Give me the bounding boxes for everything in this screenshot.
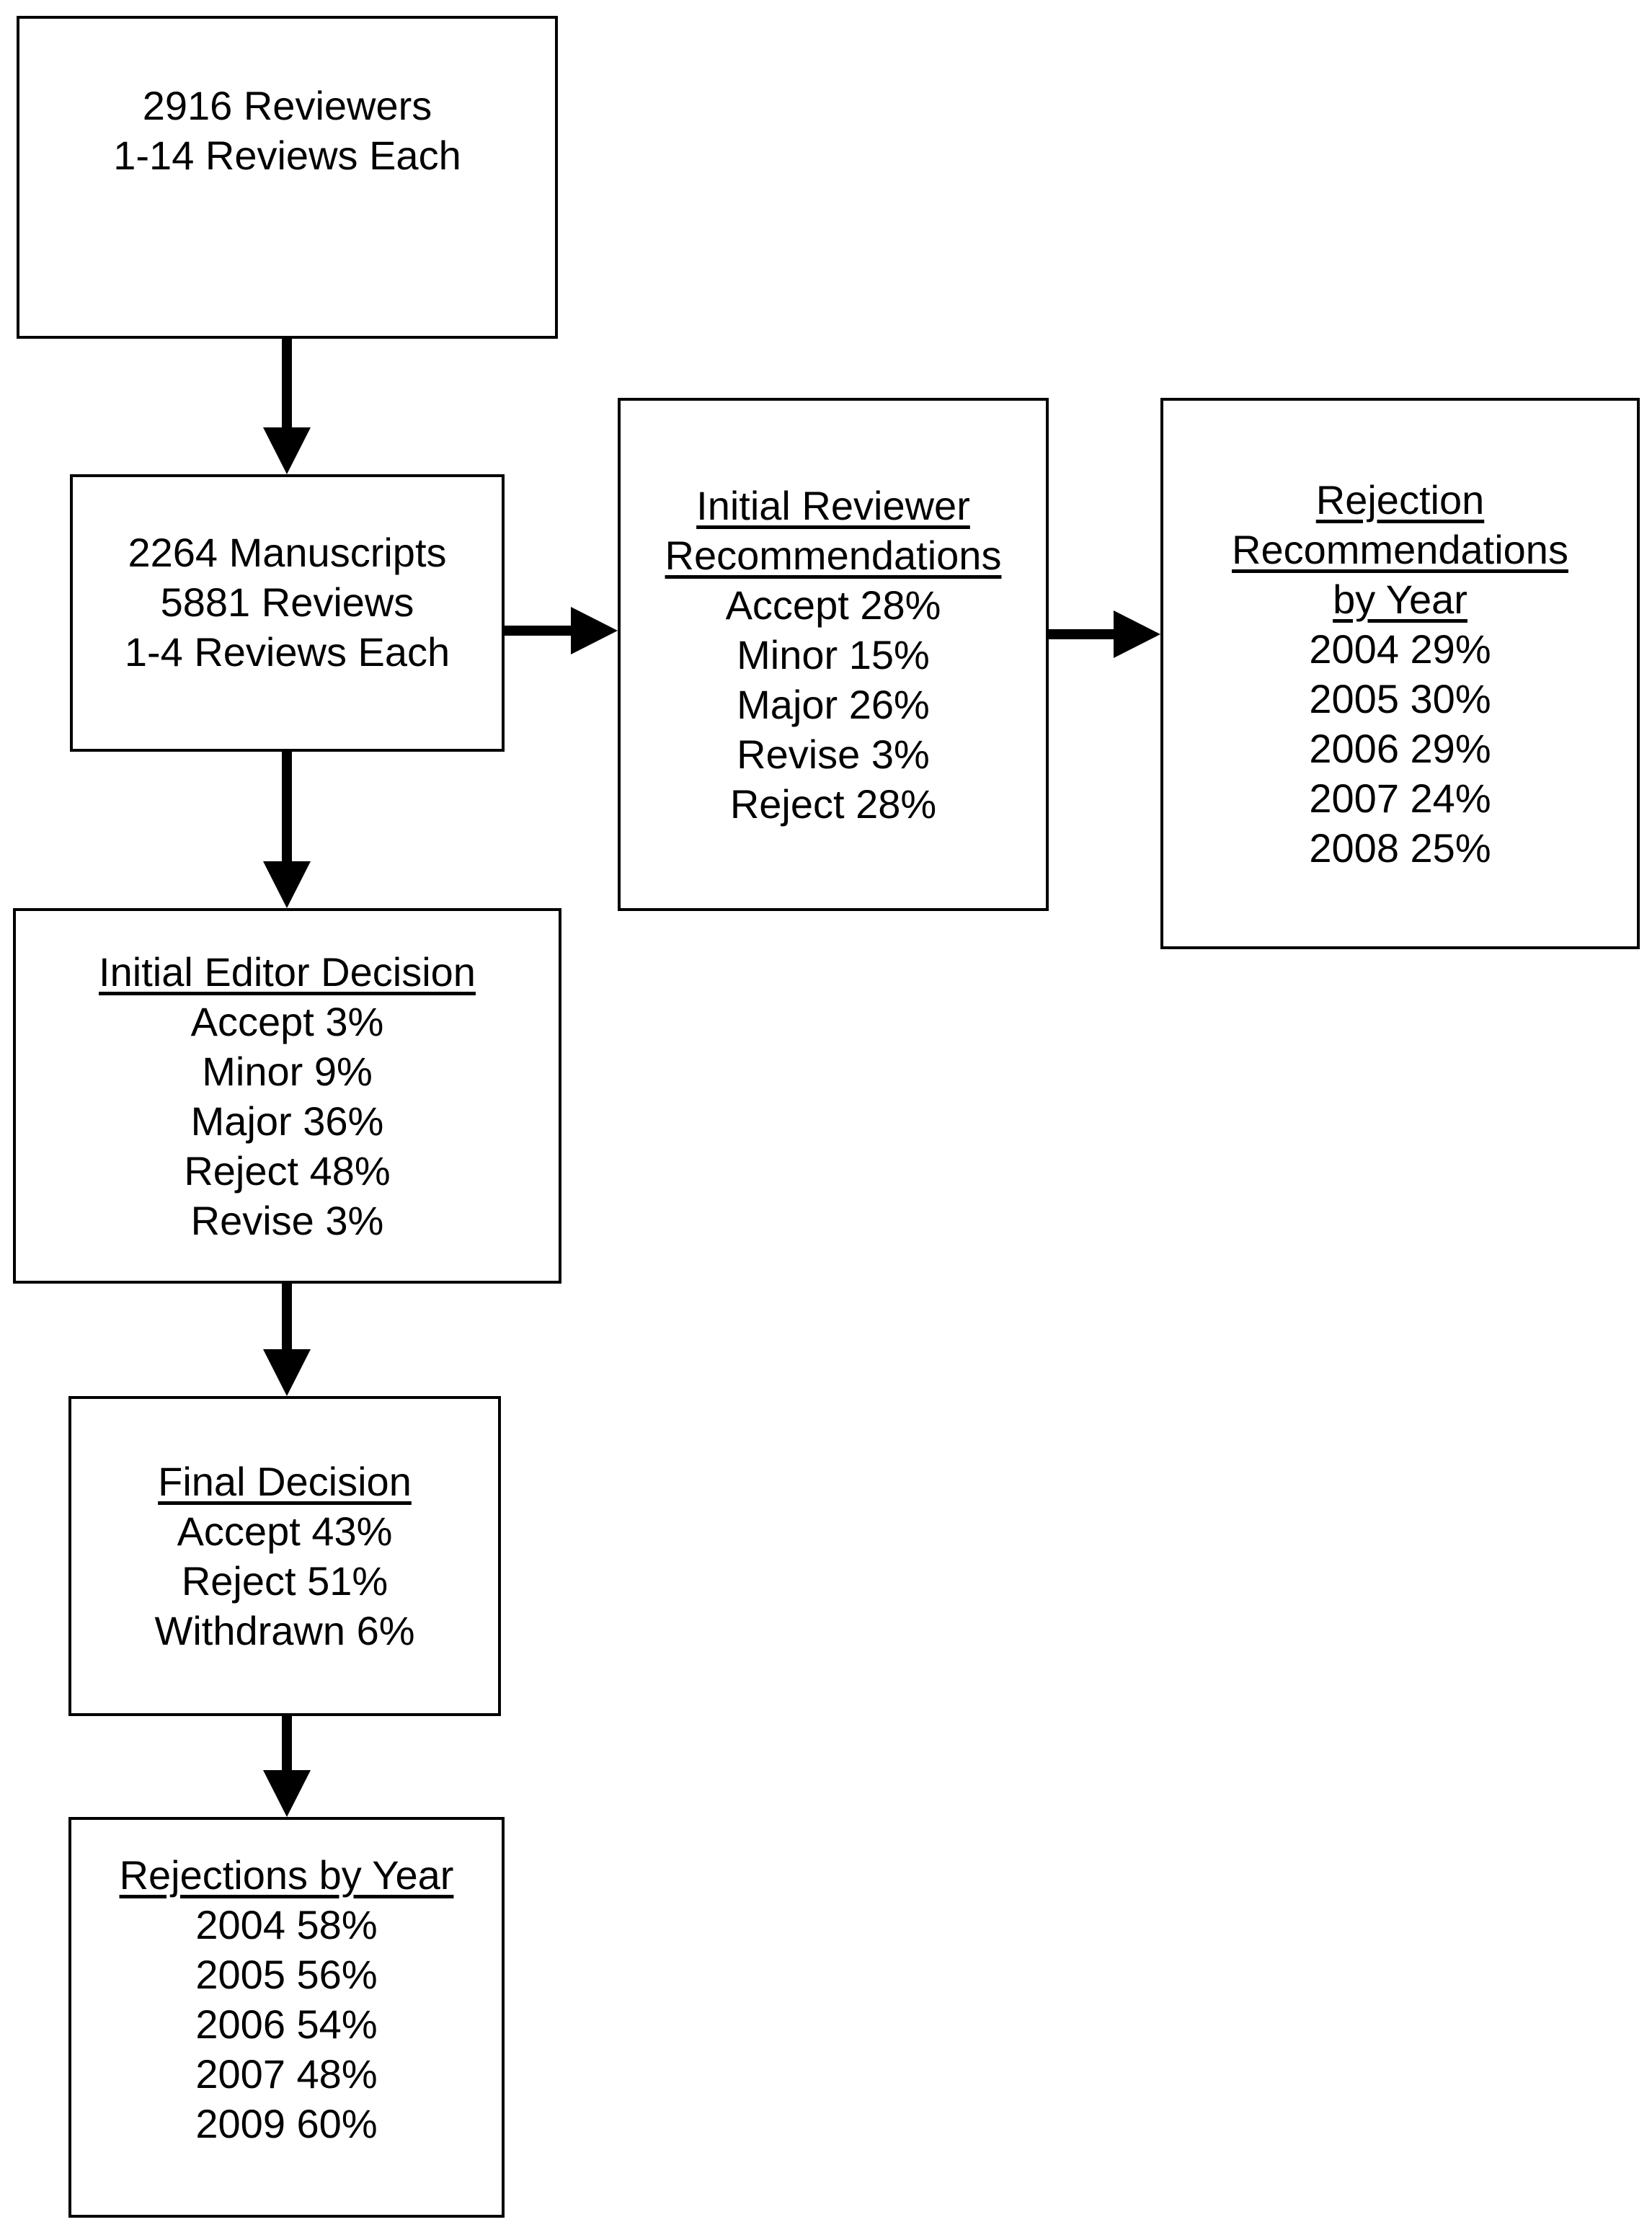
box-line: 2006 29%: [1309, 725, 1491, 771]
box-line: Accept 28%: [725, 582, 941, 628]
box-line: Reject 28%: [729, 781, 937, 827]
box-line: 2005 56%: [195, 1952, 378, 1997]
box-line: 2006 54%: [195, 2001, 378, 2047]
box-initial-reviewer-recommendations: Initial Reviewer Recommendations Accept …: [618, 398, 1049, 911]
arrow-reviewer-recommendations-to-rejection-by-year-shaft: [1049, 629, 1114, 639]
box-line: Reject 51%: [181, 1558, 388, 1604]
box-line: 2004 58%: [195, 1902, 378, 1947]
box-title-line: Recommendations: [665, 532, 1002, 578]
box-title-line: Recommendations: [1232, 526, 1568, 572]
box-line: 2007 48%: [195, 2051, 378, 2097]
box-title-line: Rejection: [1315, 476, 1485, 523]
box-final-decision: Final Decision Accept 43% Reject 51% Wit…: [68, 1396, 501, 1716]
box-rejections-by-year: Rejections by Year 2004 58% 2005 56% 200…: [68, 1817, 505, 2218]
box-line: Accept 43%: [177, 1508, 393, 1554]
box-line: Withdrawn 6%: [154, 1608, 415, 1653]
box-manuscripts: 2264 Manuscripts 5881 Reviews 1-4 Review…: [70, 474, 505, 752]
arrow-reviewers-to-manuscripts-shaft: [282, 339, 292, 427]
arrow-initial-editor-decision-to-final-decision-shaft: [282, 1284, 292, 1349]
arrow-right-icon: [1114, 610, 1160, 658]
box-line: 1-4 Reviews Each: [124, 629, 450, 675]
box-title-line: Final Decision: [158, 1459, 412, 1504]
box-line: Major 36%: [190, 1098, 384, 1144]
arrow-manuscripts-to-reviewer-recommendations-shaft: [505, 626, 571, 636]
box-line: 5881 Reviews: [160, 579, 414, 625]
arrow-down-icon: [263, 1770, 311, 1817]
box-line: 2264 Manuscripts: [128, 530, 447, 575]
box-line: 1-14 Reviews Each: [113, 133, 461, 178]
arrow-down-icon: [263, 1349, 311, 1396]
arrow-final-decision-to-rejections-by-year-shaft: [282, 1716, 292, 1770]
arrow-manuscripts-to-initial-editor-decision-shaft: [282, 752, 292, 861]
arrow-down-icon: [263, 427, 311, 474]
box-line: 2916 Reviewers: [142, 83, 432, 128]
arrow-right-icon: [571, 607, 618, 654]
box-line: Minor 9%: [202, 1048, 373, 1094]
box-line: Reject 48%: [184, 1147, 391, 1194]
box-line: 2009 60%: [195, 2101, 378, 2146]
box-line: Revise 3%: [737, 731, 930, 777]
box-title-line: by Year: [1333, 576, 1467, 622]
box-line: 2004 29%: [1309, 626, 1491, 672]
arrow-down-icon: [263, 861, 311, 908]
box-line: 2008 25%: [1309, 825, 1491, 871]
box-line: Minor 15%: [737, 631, 930, 677]
box-reviewers: 2916 Reviewers 1-14 Reviews Each: [17, 16, 558, 339]
box-title-line: Rejections by Year: [119, 1852, 454, 1898]
box-title-line: Initial Reviewer: [696, 482, 970, 528]
box-line: Major 26%: [737, 681, 930, 727]
box-line: Accept 3%: [190, 998, 384, 1044]
box-line: Revise 3%: [190, 1197, 384, 1243]
box-rejection-recommendations-by-year: Rejection Recommendations by Year 2004 2…: [1160, 398, 1640, 949]
box-line: 2007 24%: [1309, 775, 1491, 821]
box-title-line: Initial Editor Decision: [99, 948, 476, 995]
box-line: 2005 30%: [1309, 675, 1491, 721]
box-initial-editor-decision: Initial Editor Decision Accept 3% Minor …: [13, 908, 561, 1284]
